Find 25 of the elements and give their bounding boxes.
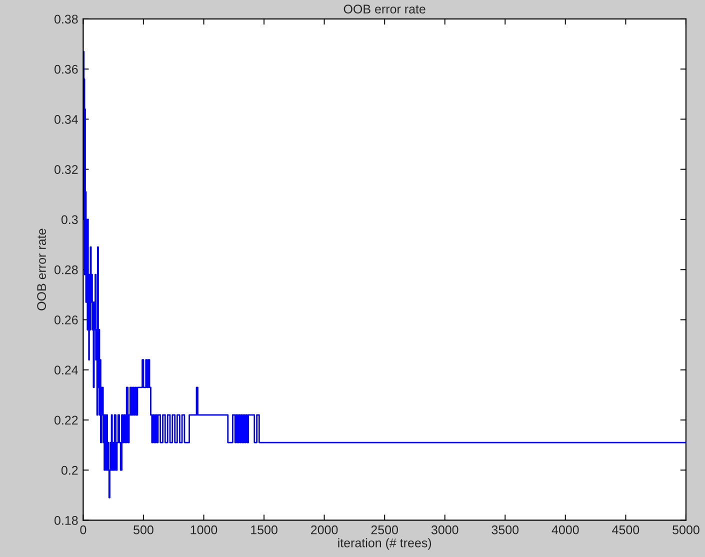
x-tick-label: 4500 [612,525,640,534]
x-tick-label: 5000 [672,525,700,534]
y-tick-label: 0.3 [61,215,78,224]
y-tick-label: 0.38 [54,14,78,24]
x-tick-label: 3500 [492,525,519,534]
x-axis-title: iteration (# trees) [338,538,432,550]
y-tick-label: 0.22 [54,416,78,425]
y-tick-label: 0.34 [54,115,78,124]
y-tick-label: 0.2 [61,466,78,475]
y-tick-label: 0.24 [54,366,78,374]
x-tick-label: 4000 [552,525,579,534]
x-tick-label: 1500 [251,525,278,534]
y-tick-label: 0.32 [54,165,78,174]
x-tick-label: 3000 [431,525,458,534]
y-tick-label: 0.28 [54,265,78,274]
x-tick-label: 2500 [371,525,398,534]
y-axis-title: OOB error rate [37,228,46,310]
x-tick-label: 2000 [311,525,338,534]
y-tick-label: 0.26 [54,316,78,324]
y-tick-label: 0.18 [54,516,78,525]
chart-title: OOB error rate [344,4,426,14]
y-tick-label: 0.36 [54,64,78,74]
x-tick-label: 500 [134,525,154,534]
x-tick-label: 1000 [190,525,218,534]
x-tick-label: 0 [80,525,86,534]
